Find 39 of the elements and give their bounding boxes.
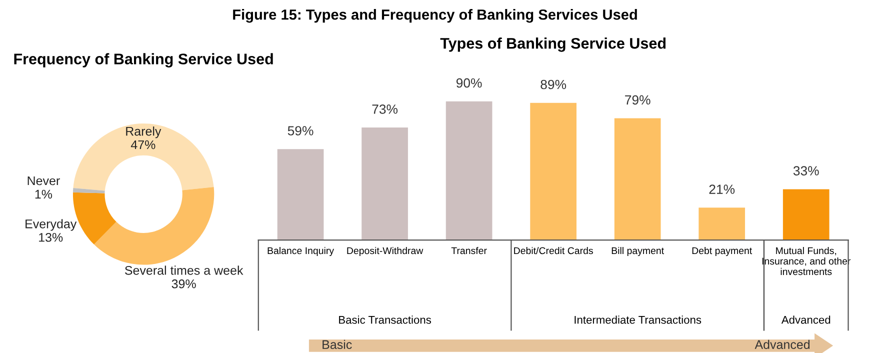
x-tick-label: Bill payment bbox=[612, 246, 664, 256]
donut-slice bbox=[73, 124, 214, 191]
text: Basic Transactions bbox=[339, 316, 432, 324]
donut-slice bbox=[94, 187, 214, 265]
data-label: 79% bbox=[625, 95, 650, 105]
chart-title: Types of Banking Service Used bbox=[440, 38, 666, 52]
bar bbox=[530, 102, 576, 240]
slice-label: Everyday bbox=[26, 219, 77, 231]
slice-label: Rarely bbox=[126, 126, 162, 138]
text: Advanced bbox=[781, 316, 830, 324]
data-label: 33% bbox=[793, 166, 819, 176]
data-label: 47% bbox=[130, 140, 156, 150]
text: Intermediate Transactions bbox=[574, 316, 702, 324]
data-label: 39% bbox=[172, 279, 196, 288]
x-tick-label: Debit/Credit Cards bbox=[514, 246, 593, 254]
data-label: 73% bbox=[372, 104, 398, 114]
donut-slice bbox=[72, 188, 105, 194]
slice-label: Several times a week bbox=[124, 266, 244, 275]
data-label: 13% bbox=[39, 232, 63, 242]
x-tick-label: Transfer bbox=[451, 246, 487, 254]
x-tick-label: Deposit-Withdraw bbox=[347, 246, 424, 256]
data-label: 89% bbox=[540, 80, 566, 90]
text: Advanced bbox=[754, 340, 810, 350]
data-label: 59% bbox=[288, 126, 314, 136]
bar bbox=[782, 189, 830, 240]
x-tick-label: Balance Inquiry bbox=[268, 246, 334, 256]
bar bbox=[446, 101, 492, 240]
slice-label: Never bbox=[28, 176, 60, 186]
data-label: 90% bbox=[456, 78, 482, 88]
data-label: 21% bbox=[709, 184, 735, 194]
x-tick-label: Debt payment bbox=[692, 246, 752, 256]
chart-title: Frequency of Banking Service Used bbox=[14, 53, 273, 68]
text: Basic bbox=[322, 340, 352, 350]
bar bbox=[277, 149, 324, 240]
bar bbox=[362, 128, 408, 240]
caption: Figure 15: Types and Frequency of Banking Services Used bbox=[233, 9, 637, 23]
data-label: 1% bbox=[35, 190, 52, 199]
bar bbox=[698, 208, 746, 240]
bar bbox=[614, 118, 661, 240]
